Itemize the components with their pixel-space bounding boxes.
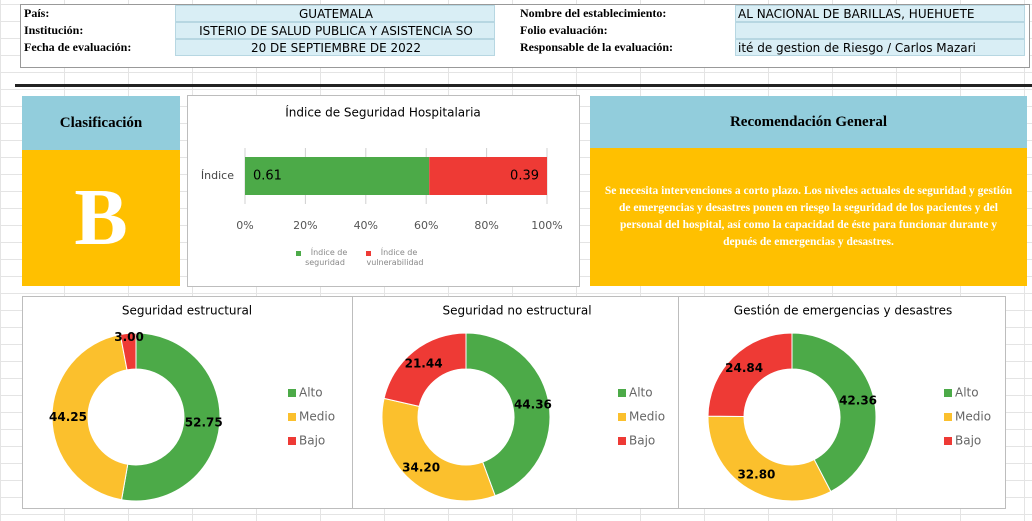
x-tick-label: 0% xyxy=(236,219,253,232)
data-label: 42.36 xyxy=(839,393,877,407)
field-value xyxy=(735,22,1025,39)
donut-slice xyxy=(119,332,137,371)
classification-grade: B xyxy=(22,150,180,286)
donut-slice xyxy=(707,415,832,502)
field-value: ISTERIO DE SALUD PUBLICA Y ASISTENCIA SO xyxy=(175,22,495,39)
legend-label: Medio xyxy=(629,410,665,424)
legend-swatch xyxy=(618,413,626,421)
field-label: Fecha de evaluación: xyxy=(24,40,132,54)
field-value: GUATEMALA xyxy=(175,5,495,22)
legend-swatch xyxy=(944,437,952,445)
donut-slice xyxy=(381,397,496,502)
x-tick-label: 20% xyxy=(293,219,317,232)
legend-label: Medio xyxy=(299,410,335,424)
classification-title: Clasificación xyxy=(22,96,180,150)
data-label: 44.25 xyxy=(49,410,87,424)
chart-title: Índice de Seguridad Hospitalaria xyxy=(285,105,481,120)
field-label: Nombre del establecimiento: xyxy=(520,6,667,20)
field-value: AL NACIONAL DE BARILLAS, HUEHUETE xyxy=(735,5,1025,22)
y-tick-label: Índice xyxy=(201,169,234,182)
donut-slice xyxy=(465,332,551,497)
bar-segment xyxy=(429,157,547,195)
legend-label: Medio xyxy=(955,410,991,424)
x-tick-label: 100% xyxy=(531,219,562,232)
donut-slice xyxy=(51,333,129,501)
data-label: 24.84 xyxy=(725,361,763,375)
legend-label: Alto xyxy=(299,386,323,400)
x-tick-label: 80% xyxy=(474,219,498,232)
legend-label: Índice de vulnerabilidad xyxy=(366,248,424,267)
donut-slice xyxy=(791,332,877,493)
x-tick-label: 60% xyxy=(414,219,438,232)
field-value: 20 DE SEPTIEMBRE DE 2022 xyxy=(175,39,495,56)
field-label: Institución: xyxy=(24,23,84,37)
legend-label: Alto xyxy=(955,386,979,400)
data-label: 44.36 xyxy=(514,398,552,412)
field-label: Folio evaluación: xyxy=(520,23,608,37)
recommendation-title: Recomendación General xyxy=(590,96,1027,148)
chart-title: Seguridad no estructural xyxy=(442,304,591,318)
data-label: 52.75 xyxy=(185,415,223,429)
field-label: Responsable de la evaluación: xyxy=(520,40,674,54)
legend-label: Bajo xyxy=(955,434,981,448)
data-label: 34.20 xyxy=(402,461,440,475)
legend-label: Bajo xyxy=(299,434,325,448)
legend-swatch xyxy=(618,389,626,397)
field-value: ité de gestion de Riesgo / Carlos Mazari xyxy=(735,39,1025,56)
donut-slice xyxy=(120,332,221,502)
chart-title: Seguridad estructural xyxy=(122,304,252,318)
legend-swatch xyxy=(944,413,952,421)
recommendation-text: Se necesita intervenciones a corto plazo… xyxy=(590,148,1027,286)
legend-swatch xyxy=(944,389,952,397)
legend-swatch xyxy=(288,437,296,445)
legend-label: Alto xyxy=(629,386,653,400)
legend-swatch xyxy=(296,251,301,256)
legend-label: Bajo xyxy=(629,434,655,448)
divider xyxy=(15,84,1032,87)
donut-slice xyxy=(383,332,467,407)
data-label: 21.44 xyxy=(405,356,443,370)
data-label: 0.39 xyxy=(510,169,539,184)
bar-segment xyxy=(245,157,430,195)
field-label: País: xyxy=(24,6,50,20)
chart-title: Gestión de emergencias y desastres xyxy=(734,304,952,318)
donut-slice xyxy=(707,332,793,418)
data-label: 32.80 xyxy=(737,467,775,481)
x-tick-label: 40% xyxy=(354,219,378,232)
legend-label: Índice de seguridad xyxy=(305,248,348,267)
legend-swatch xyxy=(618,437,626,445)
legend-swatch xyxy=(288,413,296,421)
legend-swatch xyxy=(366,251,371,256)
data-label: 0.61 xyxy=(253,169,282,184)
data-label: 3.00 xyxy=(114,330,144,344)
legend-swatch xyxy=(288,389,296,397)
